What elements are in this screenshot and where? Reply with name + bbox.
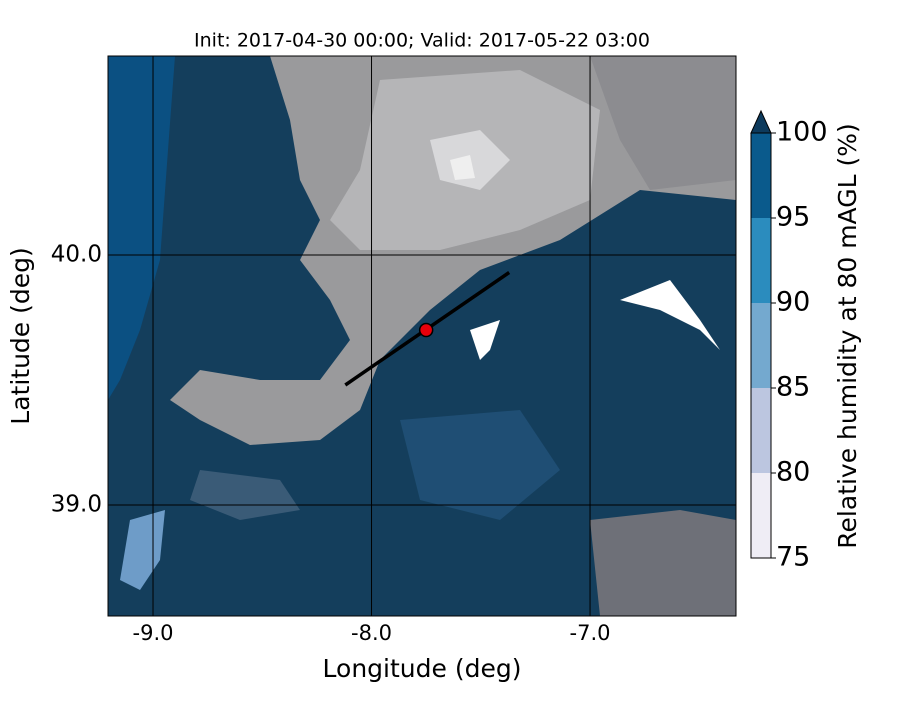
x-tick-label: -8.0 [351, 621, 392, 645]
colorbar-tick-label: 100 [776, 117, 828, 148]
colorbar-segment [751, 133, 771, 218]
colorbar-label: Relative humidity at 80 mAGL (%) [833, 123, 862, 548]
colorbar-frame [750, 132, 772, 559]
colorbar-segment [751, 303, 771, 388]
colorbar-segment [751, 218, 771, 303]
colorbar-extend [750, 109, 772, 134]
colorbar-tick-label: 85 [776, 372, 810, 403]
y-axis-label: Latitude (deg) [6, 247, 35, 424]
colorbar-tick-label: 95 [776, 202, 810, 233]
y-tick-label: 39.0 [51, 492, 102, 518]
map-field [108, 56, 736, 616]
chart-title: Init: 2017-04-30 00:00; Valid: 2017-05-2… [194, 30, 650, 52]
location-marker [418, 322, 434, 338]
colorbar-segment [751, 473, 771, 558]
plot-frame [107, 55, 737, 617]
colorbar-tick-label: 75 [776, 542, 810, 573]
y-tick-label: 40.0 [51, 242, 102, 268]
colorbar-segment [751, 388, 771, 473]
x-tick-label: -9.0 [133, 621, 174, 645]
colorbar-tick-label: 80 [776, 457, 810, 488]
colorbar-tick-label: 90 [776, 287, 810, 318]
x-tick-label: -7.0 [570, 621, 611, 645]
x-axis-label: Longitude (deg) [323, 654, 522, 683]
